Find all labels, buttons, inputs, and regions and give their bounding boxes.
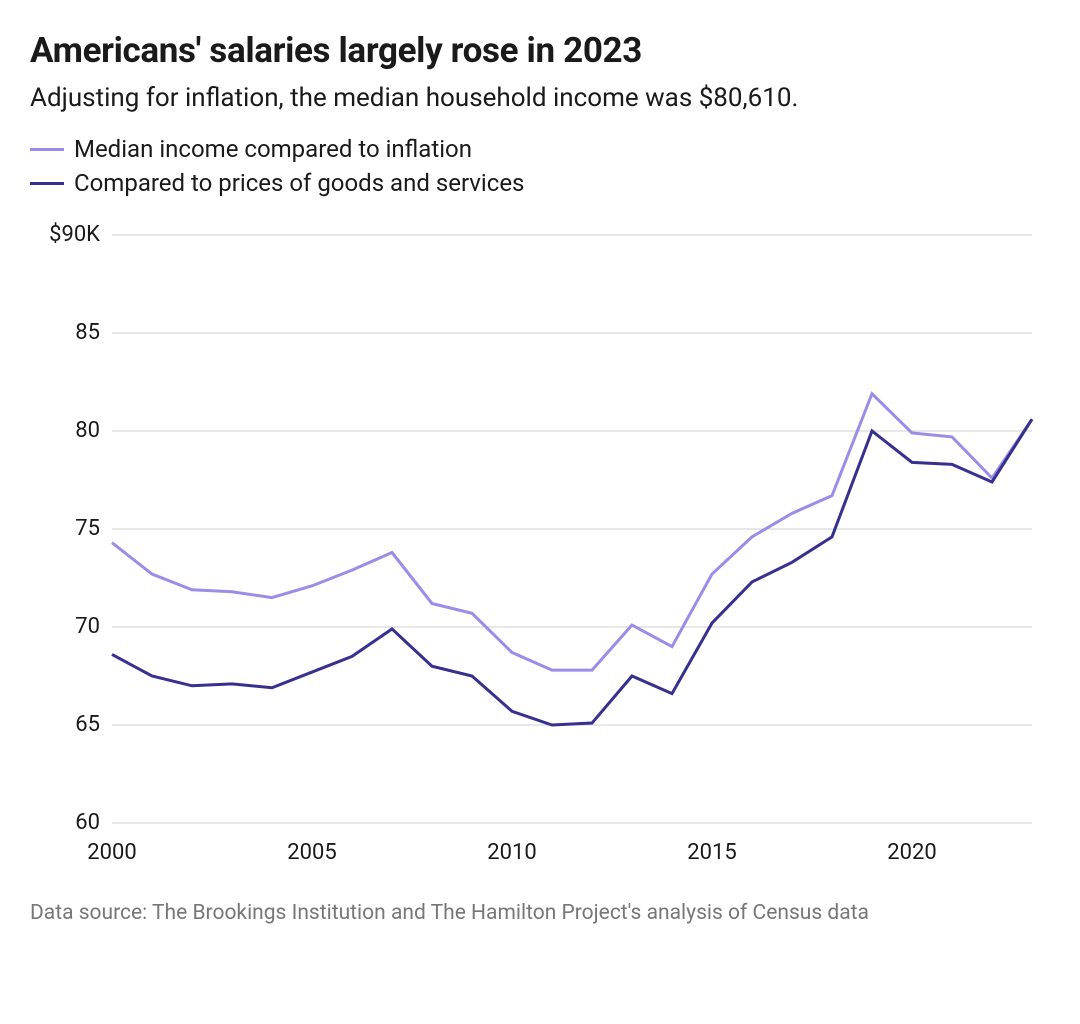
chart-svg: 60 65 70 75 80 85 $90K 2000 2005 2010 2015 2020 (30, 219, 1050, 879)
chart-title: Americans' salaries largely rose in 2023 (30, 30, 1050, 71)
y-tick-label: 80 (75, 418, 100, 443)
data-source: Data source: The Brookings Institution a… (30, 901, 1050, 925)
y-tick-label: 85 (75, 320, 100, 345)
legend-item-goods: Compared to prices of goods and services (30, 169, 1050, 197)
chart-subtitle: Adjusting for inflation, the median hous… (30, 83, 1050, 113)
legend-label-inflation: Median income compared to inflation (74, 135, 472, 163)
legend-swatch-goods (30, 182, 64, 185)
y-tick-label: 60 (75, 810, 100, 835)
line-chart: 60 65 70 75 80 85 $90K 2000 2005 2010 2015 2020 (30, 219, 1050, 879)
legend: Median income compared to inflation Compa… (30, 135, 1050, 197)
y-tick-label: 75 (75, 516, 100, 541)
x-tick-label: 2015 (687, 840, 736, 865)
series-line-inflation (112, 394, 1032, 670)
series-line-goods (112, 419, 1032, 725)
x-tick-label: 2005 (287, 840, 336, 865)
x-tick-label: 2020 (887, 840, 936, 865)
y-tick-label: 65 (75, 712, 100, 737)
x-tick-label: 2010 (487, 840, 536, 865)
y-tick-label: 70 (75, 614, 100, 639)
legend-swatch-inflation (30, 148, 64, 151)
legend-label-goods: Compared to prices of goods and services (74, 169, 524, 197)
legend-item-inflation: Median income compared to inflation (30, 135, 1050, 163)
y-tick-label: $90K (49, 222, 100, 247)
x-tick-label: 2000 (87, 840, 136, 865)
